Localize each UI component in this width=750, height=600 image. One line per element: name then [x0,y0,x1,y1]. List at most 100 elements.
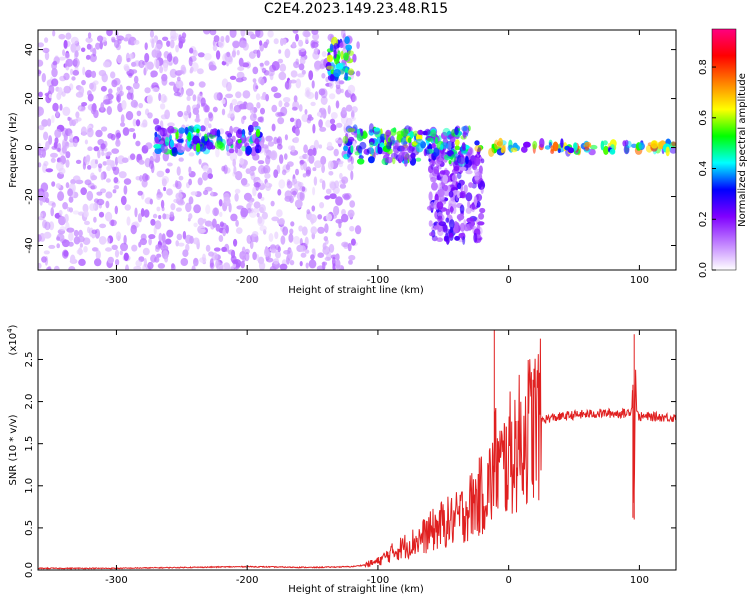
colorbar-tick-label: 0.0 [698,262,709,278]
heatmap-cell [95,250,101,260]
heatmap-cell [50,157,56,163]
heatmap-cell [288,79,292,85]
heatmap-cell [180,258,189,266]
heatmap-cell [254,137,260,145]
heatmap-cell [151,49,158,58]
heatmap-cell [434,136,438,145]
heatmap-cell [323,236,328,242]
heatmap-cell [326,141,333,150]
heatmap-cell [498,137,503,148]
heatmap-cell [231,50,236,58]
heatmap-cell [407,145,414,154]
heatmap-cell [319,178,323,183]
heatmap-cell [203,30,211,35]
heatmap-cell [188,196,194,205]
heatmap-cell [264,60,270,66]
heatmap-cell [82,66,86,76]
heatmap-cell [456,171,462,180]
heatmap-cell [273,38,279,45]
heatmap-cell [140,233,147,241]
heatmap-cell [470,221,476,227]
heatmap-cell [123,234,127,245]
heatmap-cell [431,176,437,183]
heatmap-cell [62,49,66,56]
heatmap-cell [65,159,70,168]
heatmap-cell [162,36,169,41]
heatmap-cell [523,141,531,148]
heatmap-cell [204,220,213,227]
heatmap-cell [442,224,448,233]
snr-x-tick-label: -200 [236,575,259,586]
heatmap-cell [190,191,198,196]
heatmap-cell [162,213,167,220]
heatmap-cell [329,193,337,200]
heatmap-cell [488,147,495,157]
heatmap-cell [56,236,61,241]
heatmap-cell [293,136,300,144]
heatmap-cell [160,144,169,154]
heatmap-cell [137,213,142,223]
heatmap-cell [175,207,182,212]
heatmap-cell [47,118,52,127]
heatmap-cell [176,76,181,82]
heatmap-cell [288,233,294,243]
heatmap-cell [43,250,50,255]
heatmap-cell [124,204,131,211]
heatmap-cell [89,203,96,212]
heatmap-cell [324,195,331,200]
heatmap-cell [432,155,436,161]
heatmap-cell [111,166,117,171]
heatmap-cell [255,30,261,38]
heatmap-cell [302,173,307,178]
heatmap-cell [131,61,137,67]
heatmap-cell [313,47,319,55]
colorbar-ticks: 0.0 0.2 0.4 0.6 0.8 [698,59,716,278]
heatmap-cell [415,138,424,145]
heatmap-cell [189,143,193,150]
heatmap-cell [341,107,347,115]
heatmap-cell [314,160,322,169]
heatmap-cell [429,160,436,167]
heatmap-cell [123,178,132,185]
heatmap-cell [279,154,284,165]
heatmap-cell [329,43,334,52]
heatmap-cell [167,162,173,167]
heatmap-cell [191,265,196,270]
heatmap-cell [603,145,609,155]
heatmap-cell [189,81,195,87]
heatmap-cell [165,168,170,174]
heatmap-cell [284,190,292,200]
heatmap-cell [266,182,270,187]
heatmap-cell [158,232,163,242]
heatmap-cell [40,182,49,192]
heatmap-cell [340,88,344,94]
heatmap-cell [92,47,97,57]
heatmap-cell [271,86,278,93]
heatmap-cell [137,190,143,196]
heatmap-cell [333,205,340,216]
heatmap-cell [246,234,252,244]
heatmap-cell [148,237,152,246]
heatmap-cell [83,210,89,218]
heatmap-cell [135,140,141,147]
heatmap-cell [52,102,59,112]
heatmap-cell [278,217,286,226]
heatmap-cell [38,146,42,156]
heatmap-cell [225,224,229,234]
heatmap-cell [75,159,82,164]
heatmap-cell [101,150,105,157]
heatmap-cell [106,165,111,172]
heatmap-cell [238,57,244,67]
heatmap-cell [101,71,106,78]
heatmap-cell [252,231,259,237]
heatmap-cell [463,223,470,232]
heatmap-cell [336,139,344,144]
heatmap-cell [278,179,286,189]
heatmap-cell [111,244,118,250]
heatmap-cell [650,140,659,149]
heatmap-cell [127,39,132,45]
heatmap-cell [229,75,237,80]
heatmap-cell [139,175,143,182]
heatmap-cell [166,53,173,62]
heatmap-cell [73,229,79,237]
